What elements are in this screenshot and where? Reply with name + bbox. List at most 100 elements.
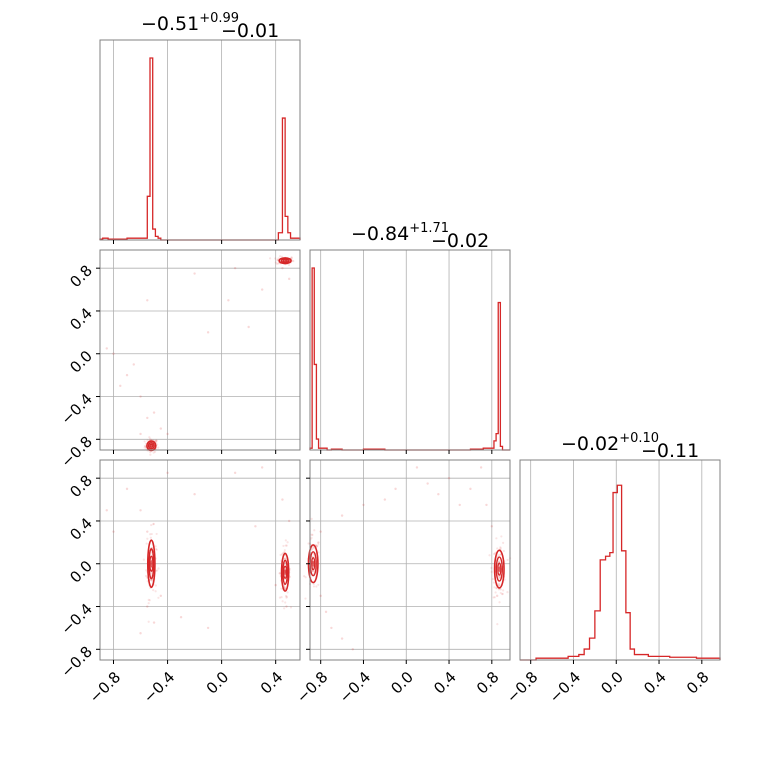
scatter-point [496,623,499,626]
scatter-point [311,570,314,573]
scatter-point [284,557,287,561]
scatter-points [303,466,512,651]
scatter-point [119,384,122,388]
scatter-point [497,588,500,591]
scatter-point [304,597,307,600]
scatter-point [351,648,354,651]
scatter-point [287,263,291,267]
scatter-point [260,288,264,291]
scatter-point [142,558,145,561]
contour-level [146,539,156,589]
scatter-point [193,272,196,275]
scatter-point [497,554,500,557]
scatter-point [143,440,146,443]
scatter-point [151,579,154,582]
scatter-point [317,541,320,544]
scatter-point [497,582,501,585]
scatter-point [278,596,282,599]
x-tick-label: 0.0 [203,668,233,698]
scatter-panel-frame [99,249,301,451]
scatter-point [316,541,320,544]
scatter-point [149,572,153,575]
scatter-point [105,509,108,512]
contour-core [150,444,153,447]
scatter-point [310,533,313,536]
scatter-point [498,601,501,604]
scatter-point [281,498,284,501]
x-tick-label: 0.8 [473,668,503,698]
scatter-point [311,533,314,536]
scatter-point [285,605,288,608]
contour-level [495,556,503,582]
scatter-point [506,590,509,594]
grid-lines [320,250,493,450]
contour-level [282,559,289,585]
scatter-point [312,582,315,586]
scatter-point [152,523,155,526]
x-tick-label: −0.8 [503,668,541,706]
scatter-point [149,450,152,454]
scatter-point [501,593,504,596]
scatter-point [139,395,142,398]
scatter-point [292,260,295,263]
scatter-point [284,544,287,547]
scatter-point [156,569,159,572]
scatter-point [492,596,495,599]
scatter-point [285,544,288,547]
scatter-point [492,581,496,584]
contour-level [278,257,292,265]
scatter-point [317,551,320,554]
scatter-point [310,536,313,539]
scatter-point [275,262,279,265]
histogram-panel-frame [309,249,511,451]
scatter-point [330,626,333,630]
scatter-point [149,533,152,536]
scatter-point [276,258,279,262]
scatter-point [488,554,491,557]
grid-lines [100,250,300,450]
scatter-point [479,466,483,469]
scatter-point [502,549,505,553]
scatter-point [139,432,142,436]
scatter-point [490,570,493,574]
scatter-point [278,255,282,258]
scatter-point [316,545,319,548]
scatter-point [319,530,322,533]
y-tick-label: −0.4 [58,600,96,638]
scatter-point [491,577,494,581]
scatter-point [159,427,163,430]
scatter-point [290,256,293,259]
scatter-point [233,266,237,270]
scatter-point [495,587,498,590]
scatter-point [286,591,289,594]
histogram-panel-frame [519,459,721,661]
scatter-panel-frame [309,459,511,661]
grid-lines [113,40,277,240]
histogram-panel-frame [99,39,301,241]
scatter-point [193,493,196,496]
scatter-point [286,541,289,544]
scatter-point [139,632,142,635]
scatter-point [280,587,283,590]
scatter-point [154,590,157,593]
scatter-point [303,574,306,578]
scatter-point [144,574,148,578]
scatter-point [497,559,500,563]
scatter-point [155,439,158,442]
scatter-point [274,261,277,264]
x-tick-label: −0.8 [293,668,331,706]
scatter-point [276,259,279,262]
scatter-point [315,585,318,588]
contour-level [283,565,288,579]
scatter-point [179,616,183,619]
histogram-2 [520,484,721,661]
scatter-point [146,439,149,442]
scatter-point [148,436,151,439]
scatter-point [506,558,509,562]
contour-level [282,258,288,263]
contour-core [312,560,315,567]
scatter-point [394,487,397,491]
scatter-point [166,432,169,436]
scatter-point [490,566,493,570]
